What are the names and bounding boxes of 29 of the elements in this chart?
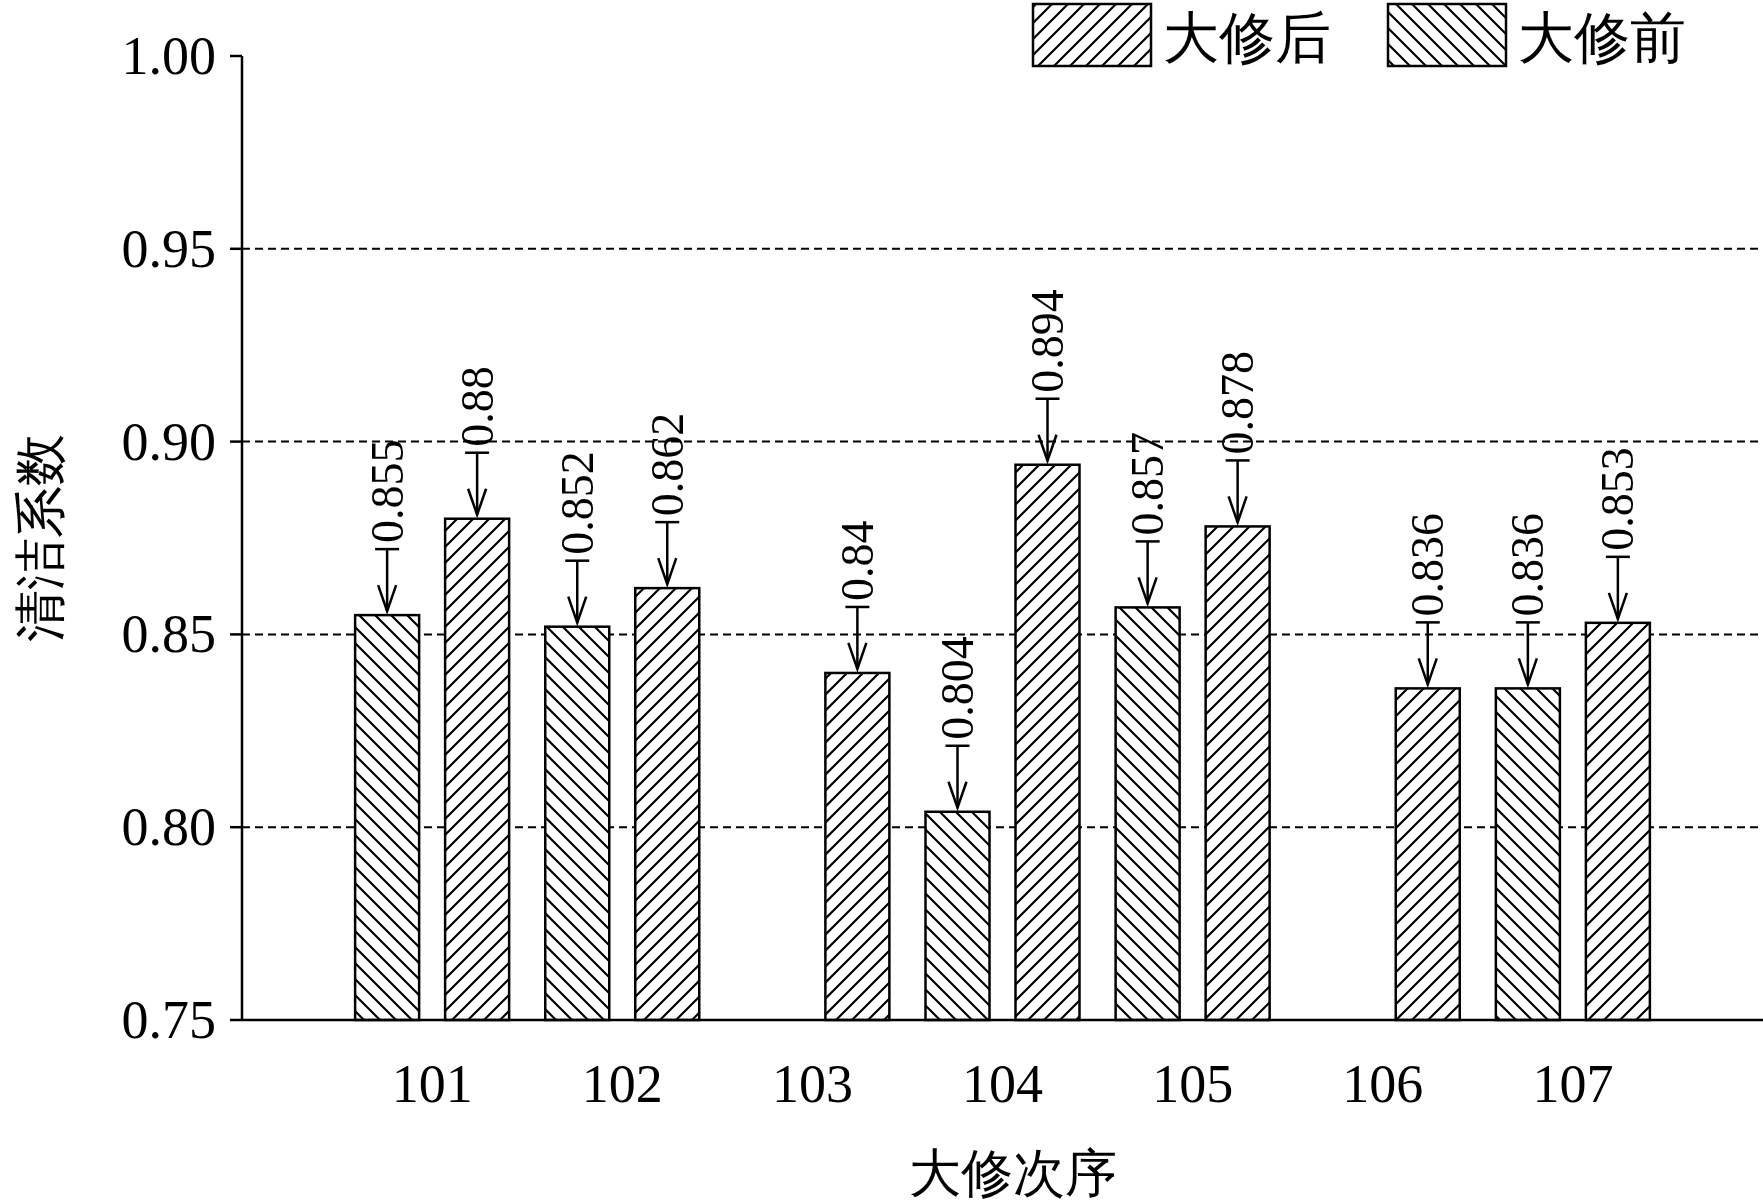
data-label: 0.836 [1402, 512, 1454, 617]
x-tick-label: 101 [391, 1054, 473, 1114]
x-tick-label: 103 [771, 1054, 853, 1114]
x-tick-label: 102 [581, 1054, 663, 1114]
data-label: 0.855 [361, 439, 413, 544]
data-label: 0.84 [831, 520, 883, 601]
data-label: 0.88 [451, 366, 503, 447]
y-tick-label: 1.00 [121, 26, 216, 86]
data-label: 0.857 [1122, 431, 1174, 536]
y-tick-label: 0.75 [121, 990, 216, 1050]
data-label: 0.804 [932, 636, 983, 740]
data-label: 0.852 [551, 451, 603, 555]
data-label: 0.862 [641, 412, 693, 517]
y-tick-label: 0.90 [121, 411, 216, 472]
legend-label: 大修前 [1518, 7, 1686, 69]
legend-label: 大修后 [1163, 7, 1331, 69]
data-label: 0.836 [1502, 512, 1554, 617]
x-tick-label: 105 [1152, 1054, 1234, 1114]
x-tick-label: 107 [1532, 1054, 1614, 1114]
y-tick-label: 0.85 [121, 604, 216, 665]
x-tick-label: 104 [962, 1054, 1043, 1114]
data-label: 0.894 [1022, 289, 1073, 393]
x-axis-title: 大修次序 [908, 1144, 1117, 1201]
data-label: 0.878 [1212, 350, 1264, 455]
y-tick-label: 0.80 [121, 797, 216, 858]
x-tick-label: 106 [1342, 1054, 1424, 1114]
data-label: 0.853 [1592, 447, 1644, 551]
y-tick-label: 0.95 [121, 218, 216, 279]
y-axis-title: 清洁系数 [11, 434, 69, 642]
